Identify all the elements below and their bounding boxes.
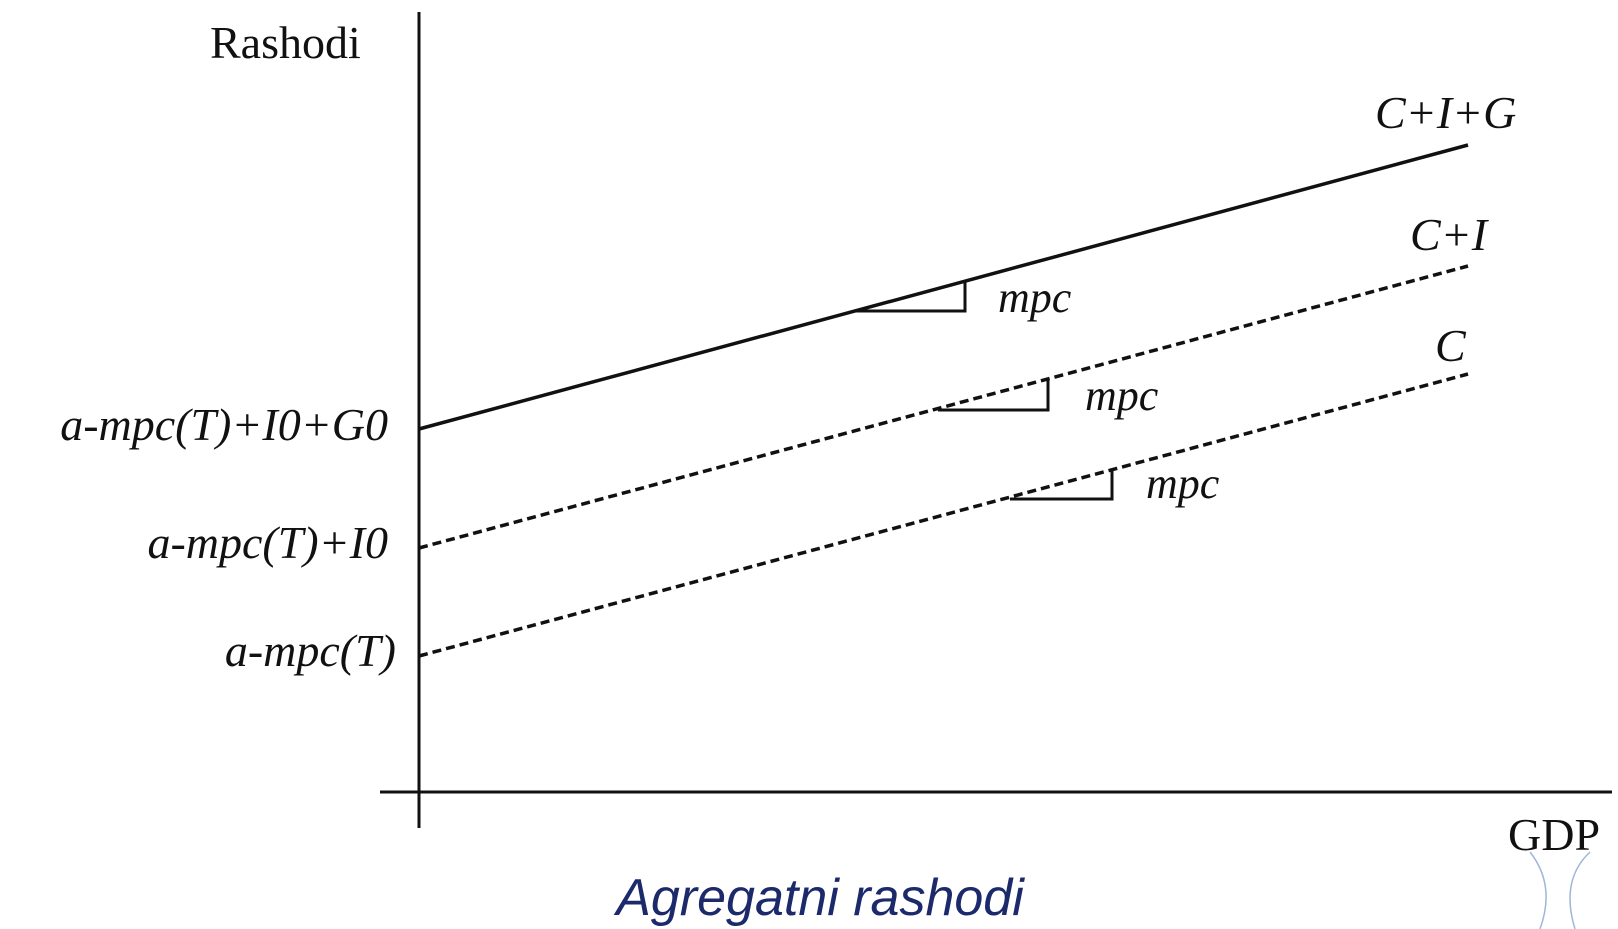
cig-intercept-label: a-mpc(T)+I0+G0 (60, 399, 388, 450)
cig-line (418, 143, 1469, 431)
ci-line-label: C+I (1410, 209, 1490, 260)
y-axis-label: Rashodi (210, 17, 361, 68)
ci-line (418, 264, 1469, 550)
diagram-caption: Agregatni rashodi (613, 869, 1025, 927)
x-axis-label: GDP (1508, 809, 1600, 860)
ci-intercept-label: a-mpc(T)+I0 (147, 517, 388, 568)
decorative-curve (1569, 851, 1591, 929)
c-slope-triangle (1010, 471, 1114, 501)
decorative-curve (1529, 851, 1547, 929)
c-slope-label: mpc (1146, 459, 1220, 508)
c-line-label: C (1435, 320, 1467, 371)
ci-slope-triangle (938, 380, 1050, 412)
ci-slope-label: mpc (1085, 371, 1159, 420)
cig-line-label: C+I+G (1375, 87, 1516, 138)
cig-slope-triangle (855, 281, 967, 313)
c-line (418, 372, 1469, 658)
c-intercept-label: a-mpc(T) (225, 625, 396, 676)
cig-slope-label: mpc (998, 273, 1072, 322)
